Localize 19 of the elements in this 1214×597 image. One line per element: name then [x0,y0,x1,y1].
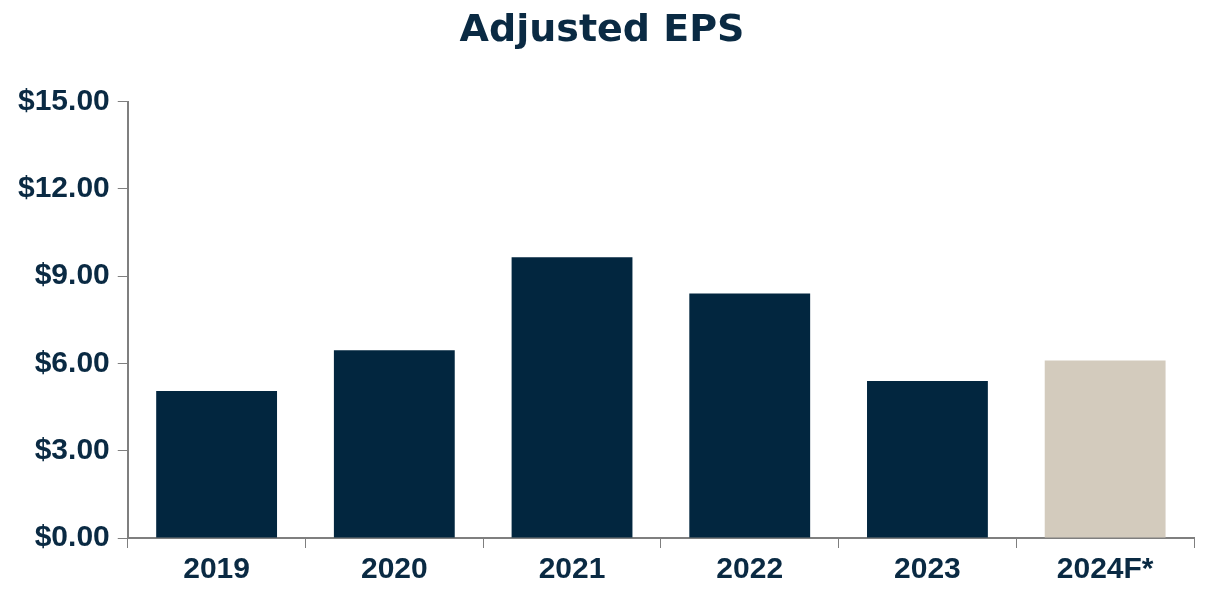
x-tick-label: 2021 [538,551,606,585]
y-tick-label: $3.00 [34,431,110,465]
y-tick-label: $12.00 [17,170,110,204]
y-tick-label: $15.00 [17,82,110,116]
x-tick-label: 2019 [183,551,250,585]
y-tick-label: $6.00 [34,344,110,378]
y-tick-label: $9.00 [34,257,110,291]
chart-title: Adjusted EPS [459,5,745,50]
bar [333,350,455,538]
bar [1044,360,1166,538]
x-tick-label: 2023 [894,551,961,585]
bar [867,380,988,538]
x-tick-label: 2020 [360,551,428,585]
x-tick-label: 2024F* [1056,551,1154,585]
bar [689,293,811,538]
x-tick-label: 2022 [716,551,784,585]
bar [511,257,633,538]
bar [156,391,278,538]
y-tick-label: $0.00 [34,519,110,553]
